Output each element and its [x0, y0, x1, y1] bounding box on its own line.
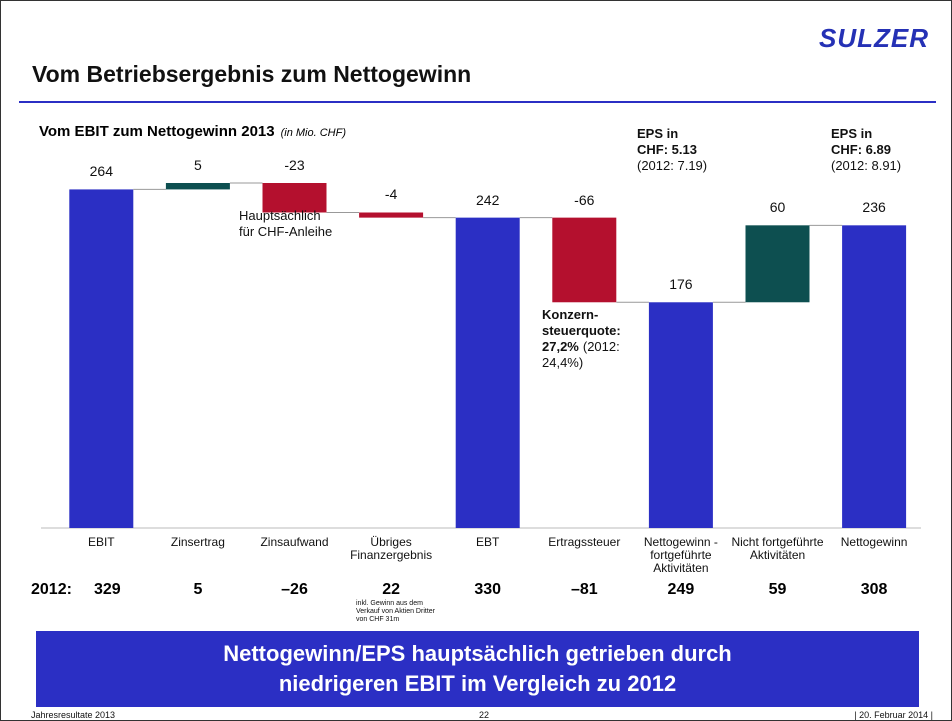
x-tick-label: Nettogewinn [840, 535, 908, 549]
prior-year-value: 5 [193, 581, 203, 598]
annotation-line: (2012: 8.91) [831, 158, 901, 174]
bar [648, 302, 713, 528]
annotation-line: Konzern- [542, 307, 621, 323]
footer-page: 22 [479, 710, 490, 720]
value-label: 236 [862, 199, 886, 216]
prior-year-label: 2012: [31, 581, 72, 598]
annotation-line: CHF: 5.13 [637, 142, 707, 158]
value-label: 264 [89, 163, 113, 180]
x-tick-label: Nicht fortgeführte Aktivitäten [731, 535, 824, 562]
annotation-text: EPS in [831, 126, 873, 141]
annotation-line: CHF: 6.89 [831, 142, 901, 158]
bar [842, 225, 907, 528]
annotation: EPS in CHF: 6.89 (2012: 8.91) [831, 126, 901, 174]
bar [165, 183, 230, 190]
annotation-text: CHF: 5.13 [637, 142, 697, 157]
bar [262, 183, 327, 213]
annotation-line: 24,4%) [542, 355, 621, 371]
note-line: von CHF 31m [356, 616, 400, 623]
bar [69, 189, 134, 528]
x-tick-label: EBT [476, 535, 500, 549]
annotation-line: steuerquote: [542, 323, 621, 339]
headline: Vom Betriebsergebnis zum Nettogewinn [32, 61, 472, 87]
prior-year-value: 249 [667, 581, 695, 598]
value-label: 242 [476, 191, 500, 208]
note-line: inkl. Gewinn aus dem [356, 600, 423, 607]
annotation-line: Hauptsächlich [239, 208, 332, 224]
prior-year-value: 22 [382, 581, 400, 598]
footer-left: Jahresresultate 2013 [31, 710, 116, 720]
value-label: 60 [769, 199, 786, 216]
value-label: -66 [574, 191, 595, 208]
annotation-text: (2012: 7.19) [637, 158, 708, 173]
bar [359, 212, 424, 218]
annotation-line: für CHF-Anleihe [239, 224, 332, 240]
chart-subtitle: (in Mio. CHF) [280, 127, 346, 139]
x-tick-label: Zinsaufwand [260, 535, 329, 549]
annotation-text: (2012: [582, 339, 620, 354]
prior-year-value: 330 [474, 581, 502, 598]
bar [745, 225, 810, 303]
footer-date: | 20. Februar 2014 | [854, 710, 933, 720]
x-tick-label: Übriges Finanzergebnis [350, 535, 433, 562]
chart-title: Vom EBIT zum Nettogewinn 2013 [39, 123, 275, 140]
annotation-text: für CHF-Anleihe [239, 224, 333, 239]
annotation-line: (2012: 7.19) [637, 158, 707, 174]
annotation: Hauptsächlich für CHF-Anleihe [239, 208, 332, 240]
annotation-text: (2012: 8.91) [831, 158, 902, 173]
prior-year-value: –81 [570, 581, 598, 598]
annotation-text: 24,4%) [542, 355, 584, 370]
x-tick-label: EBIT [87, 535, 115, 549]
annotation-line: EPS in [831, 126, 901, 142]
annotation-text: steuerquote: [542, 323, 621, 338]
annotation-text: 27,2% [542, 339, 579, 354]
prior-year-note: inkl. Gewinn aus dem Verkauf von Aktien D… [356, 600, 435, 624]
x-tick-label: Zinsertrag [170, 535, 225, 549]
prior-year-value: 59 [768, 581, 787, 598]
header-rule [19, 101, 936, 103]
banner-line: Nettogewinn/EPS hauptsächlich getrieben … [223, 641, 732, 666]
annotation: EPS in CHF: 5.13 (2012: 7.19) [637, 126, 707, 174]
bar [552, 217, 617, 303]
banner-line: niedrigeren EBIT im Vergleich zu 2012 [278, 671, 677, 696]
annotation-line: 27,2% (2012: [542, 339, 621, 355]
prior-year-value: 329 [93, 581, 121, 598]
value-label: -4 [384, 186, 398, 203]
value-label: 176 [669, 276, 693, 293]
prior-year-value: 308 [860, 581, 888, 598]
x-tick-label: Nettogewinn - fortgeführte Aktivitäten [643, 535, 718, 575]
logo: SULZER [819, 23, 929, 53]
value-label: 5 [193, 157, 202, 173]
annotation-text: Hauptsächlich [239, 208, 321, 223]
annotation-text: CHF: 6.89 [831, 142, 891, 157]
chart-title-block: Vom EBIT zum Nettogewinn 2013 (in Mio. CH… [39, 123, 346, 140]
prior-year-value: –26 [281, 581, 308, 598]
banner: Nettogewinn/EPS hauptsächlich getrieben … [36, 631, 919, 707]
bar [455, 217, 520, 529]
annotation-text: Konzern- [542, 307, 599, 322]
note-line: Verkauf von Aktien Dritter [356, 608, 435, 615]
annotation-text: EPS in [637, 126, 679, 141]
value-label: -23 [284, 157, 305, 173]
annotation: Konzern-steuerquote: 27,2% (2012: 24,4%) [542, 307, 621, 371]
annotation-line: EPS in [637, 126, 707, 142]
x-tick-label: Ertragssteuer [548, 535, 621, 549]
